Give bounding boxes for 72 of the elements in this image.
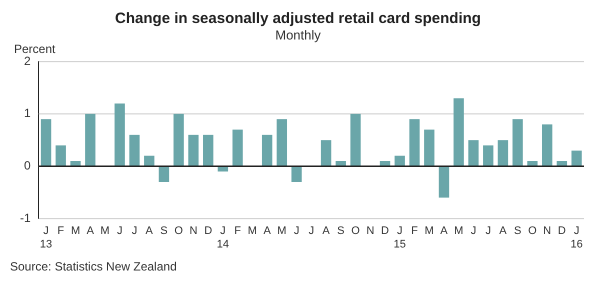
x-tick-label: F	[411, 225, 418, 238]
x-tick-label: J	[470, 225, 476, 238]
bar	[468, 140, 479, 166]
bar	[512, 119, 523, 166]
x-tick-label: A	[440, 225, 448, 238]
x-tick-label: N	[366, 225, 374, 238]
source-note: Source: Statistics New Zealand	[10, 259, 177, 274]
x-tick-label: M	[70, 225, 80, 238]
bar	[542, 124, 552, 166]
bar	[571, 150, 582, 166]
y-axis-title: Percent	[14, 42, 56, 56]
x-tick-label: A	[322, 225, 330, 238]
bar	[409, 119, 420, 166]
bar	[174, 114, 184, 166]
bar	[276, 119, 288, 166]
x-tick-label: J	[294, 225, 300, 238]
x-tick-label: M	[100, 225, 110, 238]
x-tick-label: D	[558, 225, 566, 238]
bar	[291, 166, 302, 182]
x-tick-label: A	[499, 225, 508, 238]
x-tick-label: F	[234, 225, 242, 238]
x-tick-label: M	[424, 225, 434, 238]
x-tick-label: A	[263, 225, 272, 238]
y-tick-label: 1	[24, 106, 31, 120]
x-tick-label: M	[248, 225, 257, 238]
bar	[394, 156, 405, 166]
x-tick-label: S	[514, 225, 522, 238]
y-tick-label: -1	[20, 210, 31, 225]
bar	[350, 114, 361, 166]
bar	[203, 134, 214, 166]
bar	[158, 166, 170, 182]
bar	[144, 156, 154, 166]
x-tick-label: J	[132, 225, 138, 238]
x-tick-label: S	[160, 225, 168, 238]
x-tick-label: F	[57, 225, 64, 238]
x-tick-label: O	[528, 225, 538, 238]
chart-title: Change in seasonally adjusted retail card spending	[115, 10, 481, 28]
x-tick-label: O	[174, 225, 184, 238]
x-tick-label: J	[485, 225, 491, 238]
x-tick-label: N	[543, 225, 552, 238]
bar	[114, 103, 125, 166]
x-tick-label: A	[146, 225, 154, 238]
x-tick-label: N	[189, 225, 198, 238]
bar	[40, 119, 52, 166]
bar	[498, 140, 508, 166]
x-tick-label: J	[308, 225, 314, 238]
x-tick-label: J 14	[216, 225, 230, 250]
x-tick-label: J	[116, 225, 122, 238]
x-tick-label: D	[204, 225, 212, 238]
bar	[320, 140, 332, 166]
x-tick-label: M	[277, 225, 286, 238]
x-tick-label: M	[454, 225, 464, 238]
bar	[438, 166, 450, 198]
bar	[262, 134, 272, 166]
x-tick-label: J 16	[570, 225, 583, 250]
bar	[232, 130, 243, 166]
x-tick-label: A	[86, 225, 95, 238]
bar	[454, 98, 464, 166]
x-tick-label: O	[351, 225, 360, 238]
bar	[483, 145, 494, 166]
y-tick-label: 2	[24, 54, 31, 68]
x-tick-label: D	[381, 225, 390, 238]
bar	[56, 145, 66, 166]
bar	[188, 134, 199, 166]
x-tick-label: J 13	[40, 225, 52, 250]
chart-subtitle: Monthly	[275, 27, 322, 42]
x-tick-label: J 15	[394, 225, 406, 250]
bar	[85, 114, 96, 166]
bar	[129, 134, 140, 166]
x-tick-label: S	[337, 225, 344, 238]
y-tick-label: 0	[24, 158, 31, 173]
bar	[424, 130, 434, 166]
